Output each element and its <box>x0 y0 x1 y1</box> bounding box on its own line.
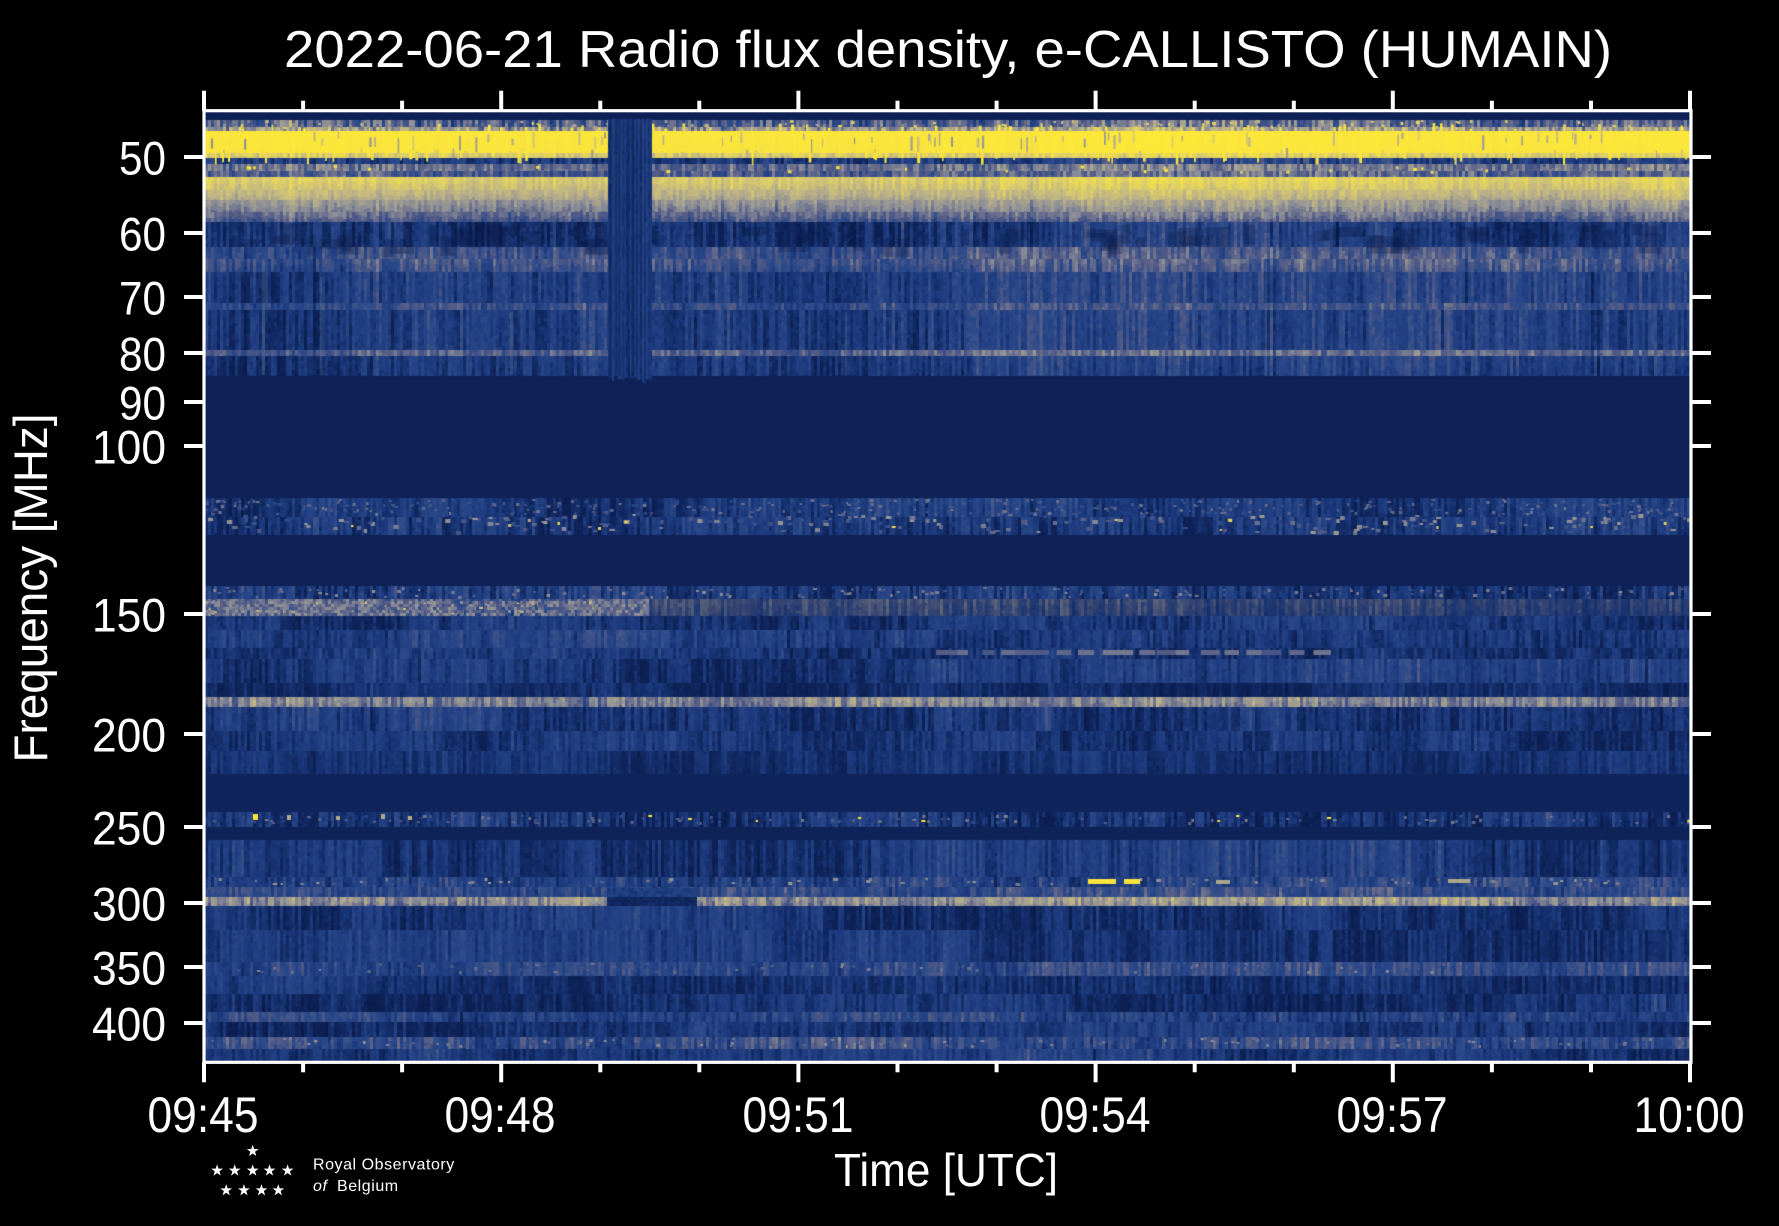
svg-text:09:51: 09:51 <box>743 1087 854 1143</box>
svg-text:Belgium: Belgium <box>337 1178 399 1195</box>
svg-text:200: 200 <box>92 708 166 761</box>
svg-text:80: 80 <box>119 327 166 380</box>
svg-text:60: 60 <box>119 207 166 260</box>
svg-text:10:00: 10:00 <box>1634 1087 1745 1143</box>
svg-text:Royal Observatory: Royal Observatory <box>313 1157 455 1174</box>
svg-text:300: 300 <box>92 877 166 930</box>
svg-text:Time [UTC]: Time [UTC] <box>834 1144 1058 1196</box>
svg-text:100: 100 <box>92 420 166 473</box>
svg-text:09:54: 09:54 <box>1040 1087 1151 1143</box>
svg-text:50: 50 <box>119 131 166 184</box>
svg-text:2022-06-21 Radio flux density,: 2022-06-21 Radio flux density, e-CALLIST… <box>284 21 1612 79</box>
svg-text:150: 150 <box>92 588 166 641</box>
svg-text:350: 350 <box>92 941 166 994</box>
svg-text:09:48: 09:48 <box>445 1087 556 1143</box>
svg-text:09:57: 09:57 <box>1337 1087 1448 1143</box>
svg-text:Frequency [MHz]: Frequency [MHz] <box>4 414 57 763</box>
svg-text:400: 400 <box>92 997 166 1050</box>
svg-text:250: 250 <box>92 801 166 854</box>
svg-text:70: 70 <box>119 271 166 324</box>
svg-text:of: of <box>313 1178 328 1195</box>
svg-text:90: 90 <box>119 376 166 429</box>
svg-text:09:45: 09:45 <box>148 1087 259 1143</box>
